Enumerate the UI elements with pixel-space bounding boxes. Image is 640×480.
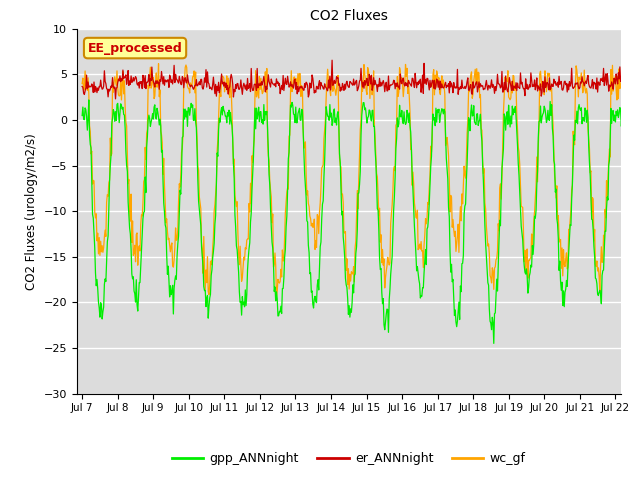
Legend: gpp_ANNnight, er_ANNnight, wc_gf: gpp_ANNnight, er_ANNnight, wc_gf bbox=[167, 447, 531, 470]
Y-axis label: CO2 Fluxes (urology/m2/s): CO2 Fluxes (urology/m2/s) bbox=[25, 133, 38, 289]
Title: CO2 Fluxes: CO2 Fluxes bbox=[310, 10, 388, 24]
Text: EE_processed: EE_processed bbox=[88, 42, 182, 55]
